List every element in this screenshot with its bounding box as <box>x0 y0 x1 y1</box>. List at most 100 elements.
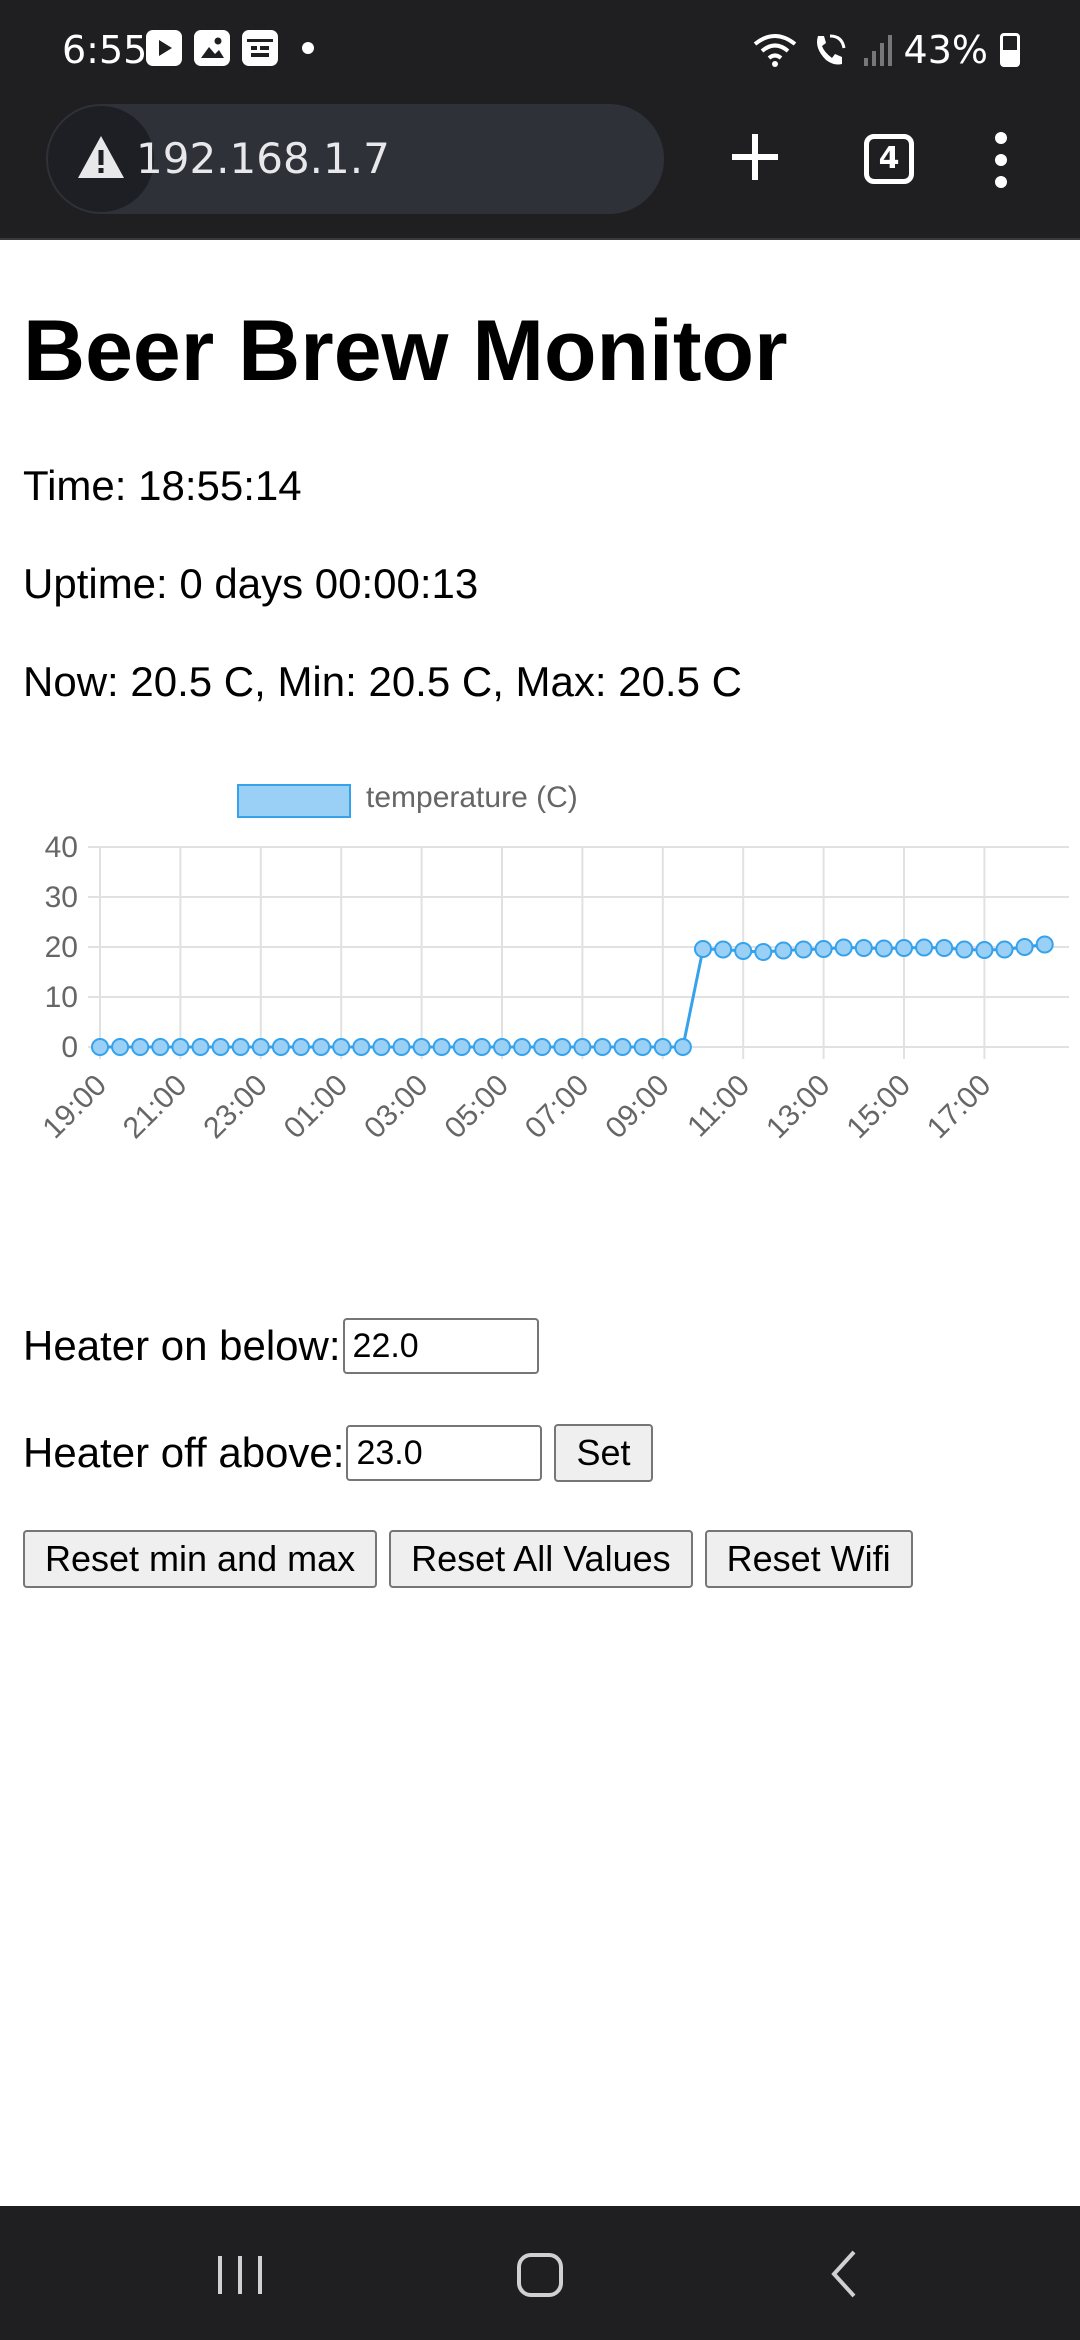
data-point <box>151 1038 170 1056</box>
data-point <box>312 1038 331 1056</box>
plus-icon[interactable] <box>720 122 790 192</box>
data-point <box>292 1038 310 1056</box>
x-tick-label: 13:00 <box>760 1069 836 1145</box>
status-bar: 6:55 43% <box>0 0 1080 100</box>
data-point <box>452 1038 471 1056</box>
data-point <box>593 1038 612 1056</box>
x-tick-label: 19:00 <box>37 1069 113 1145</box>
gallery-icon <box>194 30 230 66</box>
navigation-bar <box>0 2206 1080 2340</box>
data-point <box>734 942 753 960</box>
data-point <box>352 1038 371 1056</box>
x-tick-label: 07:00 <box>519 1069 595 1145</box>
data-point <box>332 1038 351 1056</box>
heater-on-label: Heater on below: <box>23 1322 341 1369</box>
warning-icon <box>78 136 124 178</box>
data-point <box>633 1038 652 1056</box>
page-title: Beer Brew Monitor <box>23 303 788 399</box>
data-point <box>854 939 873 957</box>
home-icon[interactable] <box>510 2244 570 2304</box>
data-point <box>995 940 1014 959</box>
data-point <box>573 1038 592 1056</box>
x-tick-label: 15:00 <box>841 1069 917 1145</box>
y-tick-label: 30 <box>45 881 78 914</box>
battery-icon <box>1000 33 1020 67</box>
wifi-calling-icon <box>816 34 846 65</box>
y-tick-label: 20 <box>45 931 78 964</box>
data-point <box>895 939 913 957</box>
calendar-icon <box>242 30 278 66</box>
uptime-text: Uptime: 0 days 00:00:13 <box>23 560 479 607</box>
data-point <box>955 940 974 959</box>
browser-toolbar: 192.168.1.7 4 <box>0 100 1080 240</box>
data-point <box>533 1038 552 1056</box>
back-icon[interactable] <box>816 2244 876 2304</box>
data-point <box>131 1038 150 1056</box>
x-tick-label: 03:00 <box>358 1069 434 1145</box>
data-point <box>774 941 793 960</box>
x-tick-label: 23:00 <box>197 1069 273 1145</box>
data-point <box>754 943 773 961</box>
data-point <box>231 1038 250 1056</box>
data-point <box>111 1038 130 1056</box>
reset-all-values-button[interactable]: Reset All Values <box>389 1530 693 1588</box>
data-point <box>874 939 893 958</box>
legend-swatch <box>237 784 351 818</box>
x-tick-label: 09:00 <box>599 1069 675 1145</box>
data-point <box>975 941 994 959</box>
data-point <box>211 1038 230 1056</box>
recent-apps-icon[interactable] <box>210 2244 270 2304</box>
data-point <box>935 939 954 957</box>
reset-wifi-button[interactable]: Reset Wifi <box>704 1530 913 1588</box>
y-tick-label: 10 <box>45 981 78 1014</box>
data-point <box>271 1038 290 1056</box>
x-tick-label: 05:00 <box>439 1069 515 1145</box>
heater-on-input[interactable] <box>342 1318 539 1374</box>
data-point <box>794 940 813 959</box>
heater-off-label: Heater off above: <box>23 1429 345 1476</box>
x-tick-label: 21:00 <box>117 1069 193 1145</box>
x-tick-label: 01:00 <box>278 1069 354 1145</box>
data-point <box>171 1038 190 1056</box>
data-point <box>472 1038 491 1056</box>
signal-icon <box>863 35 892 66</box>
data-point <box>191 1038 210 1056</box>
data-point <box>653 1038 672 1056</box>
more-vert-icon[interactable] <box>986 130 1016 190</box>
data-point <box>493 1038 511 1056</box>
data-point <box>372 1038 391 1056</box>
x-tick-label: 17:00 <box>921 1069 997 1145</box>
url-text: 192.168.1.7 <box>136 134 390 183</box>
wifi-icon <box>753 34 796 67</box>
data-point <box>251 1038 270 1056</box>
data-point <box>553 1038 572 1056</box>
data-point <box>834 938 853 957</box>
data-point <box>814 940 833 958</box>
data-point <box>694 940 712 958</box>
data-point <box>513 1038 532 1056</box>
data-point <box>613 1038 632 1056</box>
reset-min-max-button[interactable]: Reset min and max <box>23 1530 378 1588</box>
data-point <box>412 1038 431 1056</box>
data-point <box>1035 935 1054 954</box>
data-point <box>915 938 934 957</box>
data-point <box>1015 938 1034 956</box>
x-tick-label: 11:00 <box>681 1069 756 1144</box>
heater-off-input[interactable] <box>346 1425 543 1481</box>
temperature-summary: Now: 20.5 C, Min: 20.5 C, Max: 20.5 C <box>23 658 742 705</box>
set-button[interactable]: Set <box>554 1424 653 1482</box>
heater-off-row: Heater off above: Set <box>23 1424 653 1482</box>
y-tick-label: 0 <box>61 1031 78 1064</box>
youtube-icon <box>146 30 182 66</box>
status-time: 6:55 <box>62 28 148 72</box>
site-info-button[interactable] <box>48 106 154 212</box>
data-point <box>673 1038 692 1056</box>
y-tick-label: 40 <box>45 831 78 864</box>
series-line <box>100 943 1045 1049</box>
notification-dot-icon <box>302 42 314 54</box>
address-bar[interactable]: 192.168.1.7 <box>46 104 664 214</box>
tab-switcher-button[interactable]: 4 <box>864 134 914 184</box>
data-point <box>432 1038 451 1056</box>
legend-label: temperature (C) <box>366 781 578 814</box>
